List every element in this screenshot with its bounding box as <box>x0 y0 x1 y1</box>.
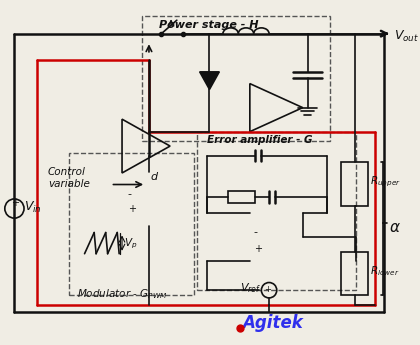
Text: $\mathit{Modulator}$ - $G_{PWM}$: $\mathit{Modulator}$ - $G_{PWM}$ <box>77 287 167 301</box>
Text: Control
variable: Control variable <box>48 167 90 189</box>
Text: +: + <box>10 198 18 208</box>
Text: $V_p$: $V_p$ <box>124 236 137 251</box>
Text: +: + <box>128 204 136 214</box>
Bar <box>341 162 368 206</box>
Text: -: - <box>128 189 132 199</box>
Text: Agitek: Agitek <box>242 314 303 332</box>
Text: Power stage - H: Power stage - H <box>159 20 258 30</box>
Text: $R_{upper}$: $R_{upper}$ <box>370 175 401 189</box>
Text: -: - <box>254 228 258 238</box>
Polygon shape <box>200 72 219 89</box>
Text: d: d <box>151 172 158 182</box>
Text: $V_{ref}$: $V_{ref}$ <box>240 281 262 295</box>
Text: $V_{out}$: $V_{out}$ <box>394 29 419 44</box>
Bar <box>69 153 194 295</box>
Bar <box>228 191 255 203</box>
Bar <box>341 252 368 295</box>
Text: $V_{in}$: $V_{in}$ <box>24 199 42 215</box>
Text: +: + <box>264 285 270 294</box>
Text: $\alpha$: $\alpha$ <box>389 220 401 235</box>
Text: +: + <box>254 244 262 254</box>
Text: Error amplifier - G: Error amplifier - G <box>207 135 312 145</box>
Bar <box>142 16 330 141</box>
Bar <box>197 132 356 290</box>
Text: $R_{lower}$: $R_{lower}$ <box>370 264 399 278</box>
